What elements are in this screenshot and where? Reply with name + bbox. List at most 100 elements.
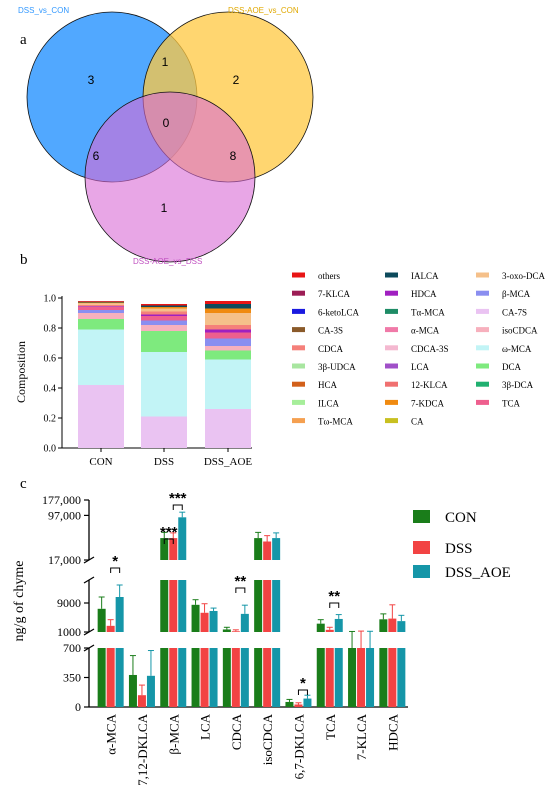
panel-label-c: c [20,476,27,492]
bar-DSS [325,648,334,707]
venn-count-abc: 0 [163,116,170,130]
composition-segment-3-oxo-DCA [141,308,187,312]
composition-legend-label: DCA [502,362,522,372]
composition-segment-CA-7S [141,416,187,448]
bar-CON [97,608,106,632]
significance-bracket [235,587,246,593]
bar-DSS_AOE [209,610,218,632]
composition-legend-label: LCA [411,362,430,372]
composition-legend-swatch [292,272,305,278]
bar-CON [97,648,106,707]
composition-legend-label: Tα-MCA [411,307,445,317]
composition-legend-label: CDCA [318,344,344,354]
composition-legend-label: 3β-UDCA [318,362,356,372]
composition-legend-swatch [476,272,489,278]
venn-count-c-only: 1 [161,201,168,215]
composition-legend-swatch [292,418,305,424]
bar-DSS_AOE [334,618,343,632]
composition-legend: others IALCA 3-oxo-DCA 7-KLCA HDCA β-MCA 6-ket… [292,271,545,427]
composition-legend-label: 7-KDCA [411,398,444,408]
bar-DSS [106,625,115,632]
composition-segment-CDCA [205,325,251,330]
composition-segment-HDCA [205,329,251,333]
bar-DSS_AOE [397,621,406,632]
bar-y-tick-label: 350 [63,671,81,685]
composition-segment-TCA [78,307,124,310]
composition-legend-label: CA [411,417,424,427]
composition-segment-isoCDCA [78,313,124,319]
bar-DSS_AOE [146,675,155,707]
composition-segment-3-oxo-DCA [78,303,124,305]
bar-DSS_AOE [334,648,343,707]
composition-segment-IALCA [205,304,251,309]
venn-count-ac: 6 [93,149,100,163]
bar-x-tick-label: LCA [198,713,213,740]
bar-CON [379,619,388,632]
composition-y-tick-label: 0.0 [44,444,57,455]
bar-x-tick-label: α-MCA [104,713,119,754]
bar-legend-swatch [413,541,430,554]
bar-DSS_AOE [366,648,375,707]
bar-DSS [200,612,209,632]
composition-legend-swatch [385,290,398,296]
bar-y-tick-label: 97,000 [48,508,81,522]
venn-set-label-a: DSS_vs_CON [18,6,69,15]
bar-DSS_AOE [115,597,124,632]
significance-label: ** [328,588,340,605]
venn-count-ab: 1 [162,55,169,69]
bar-y-tick-label: 700 [63,641,81,655]
bar-DSS_AOE [397,648,406,707]
bar-DSS_AOE [115,648,124,707]
composition-legend-label: 12-KLCA [411,380,448,390]
bar-DSS [231,631,240,632]
significance-label: * [112,553,118,570]
composition-y-tick-label: 0.6 [44,354,57,365]
bar-y-tick-label: 177,000 [42,493,81,507]
composition-legend-swatch [476,399,489,405]
composition-legend-label: IALCA [411,271,439,281]
composition-legend-swatch [476,381,489,387]
significance-bracket [329,602,340,608]
composition-y-axis-label: Composition [14,341,28,403]
composition-segment-β-MCA [205,338,251,346]
bar-y-tick-label: 1000 [57,625,81,639]
composition-legend-label: CA-7S [502,307,527,317]
composition-segment-CDCA [78,304,124,307]
composition-x-tick-label: DSS [154,456,174,468]
composition-legend-swatch [385,363,398,369]
bar-CON [316,623,325,632]
composition-segment-TCA [141,316,187,321]
bar-CON [160,538,169,560]
composition-x-tick-label: CON [89,456,112,468]
bar-legend-label: DSS [445,541,473,557]
venn-circle-dss-aoe-vs-dss [84,91,256,263]
composition-legend-swatch [292,399,305,405]
composition-segment-CA-7S [205,409,251,448]
bar-legend-label: CON [445,510,477,526]
bar-CON [128,674,137,707]
composition-segment-TCA [205,332,251,339]
composition-legend-swatch [385,345,398,351]
composition-legend-label: CA-3S [318,326,343,336]
bar-CON [191,648,200,707]
composition-segment-DCA [78,319,124,330]
composition-legend-swatch [385,418,398,424]
bar-DSS [388,618,397,632]
composition-legend-label: isoCDCA [502,326,538,336]
venn-count-b-only: 2 [233,73,240,87]
bar-DSS [263,580,272,632]
composition-legend-label: HDCA [411,289,437,299]
composition-y-tick-label: 1.0 [44,294,57,305]
composition-legend-swatch [476,308,489,314]
composition-legend-label: TCA [502,398,521,408]
bar-DSS [325,629,334,632]
significance-bracket [163,538,174,544]
composition-chart: Composition 0.0 0.2 0.4 0.6 0.8 1.0 CON DSS DSS_… [14,294,252,469]
bar-DSS_AOE [178,648,187,707]
composition-legend-swatch [292,327,305,333]
composition-y-tick-label: 0.4 [44,384,57,395]
bar-x-tick-label: TCA [323,713,338,740]
bar-DSS_AOE [178,517,187,560]
composition-legend-label: Tω-MCA [318,417,353,427]
